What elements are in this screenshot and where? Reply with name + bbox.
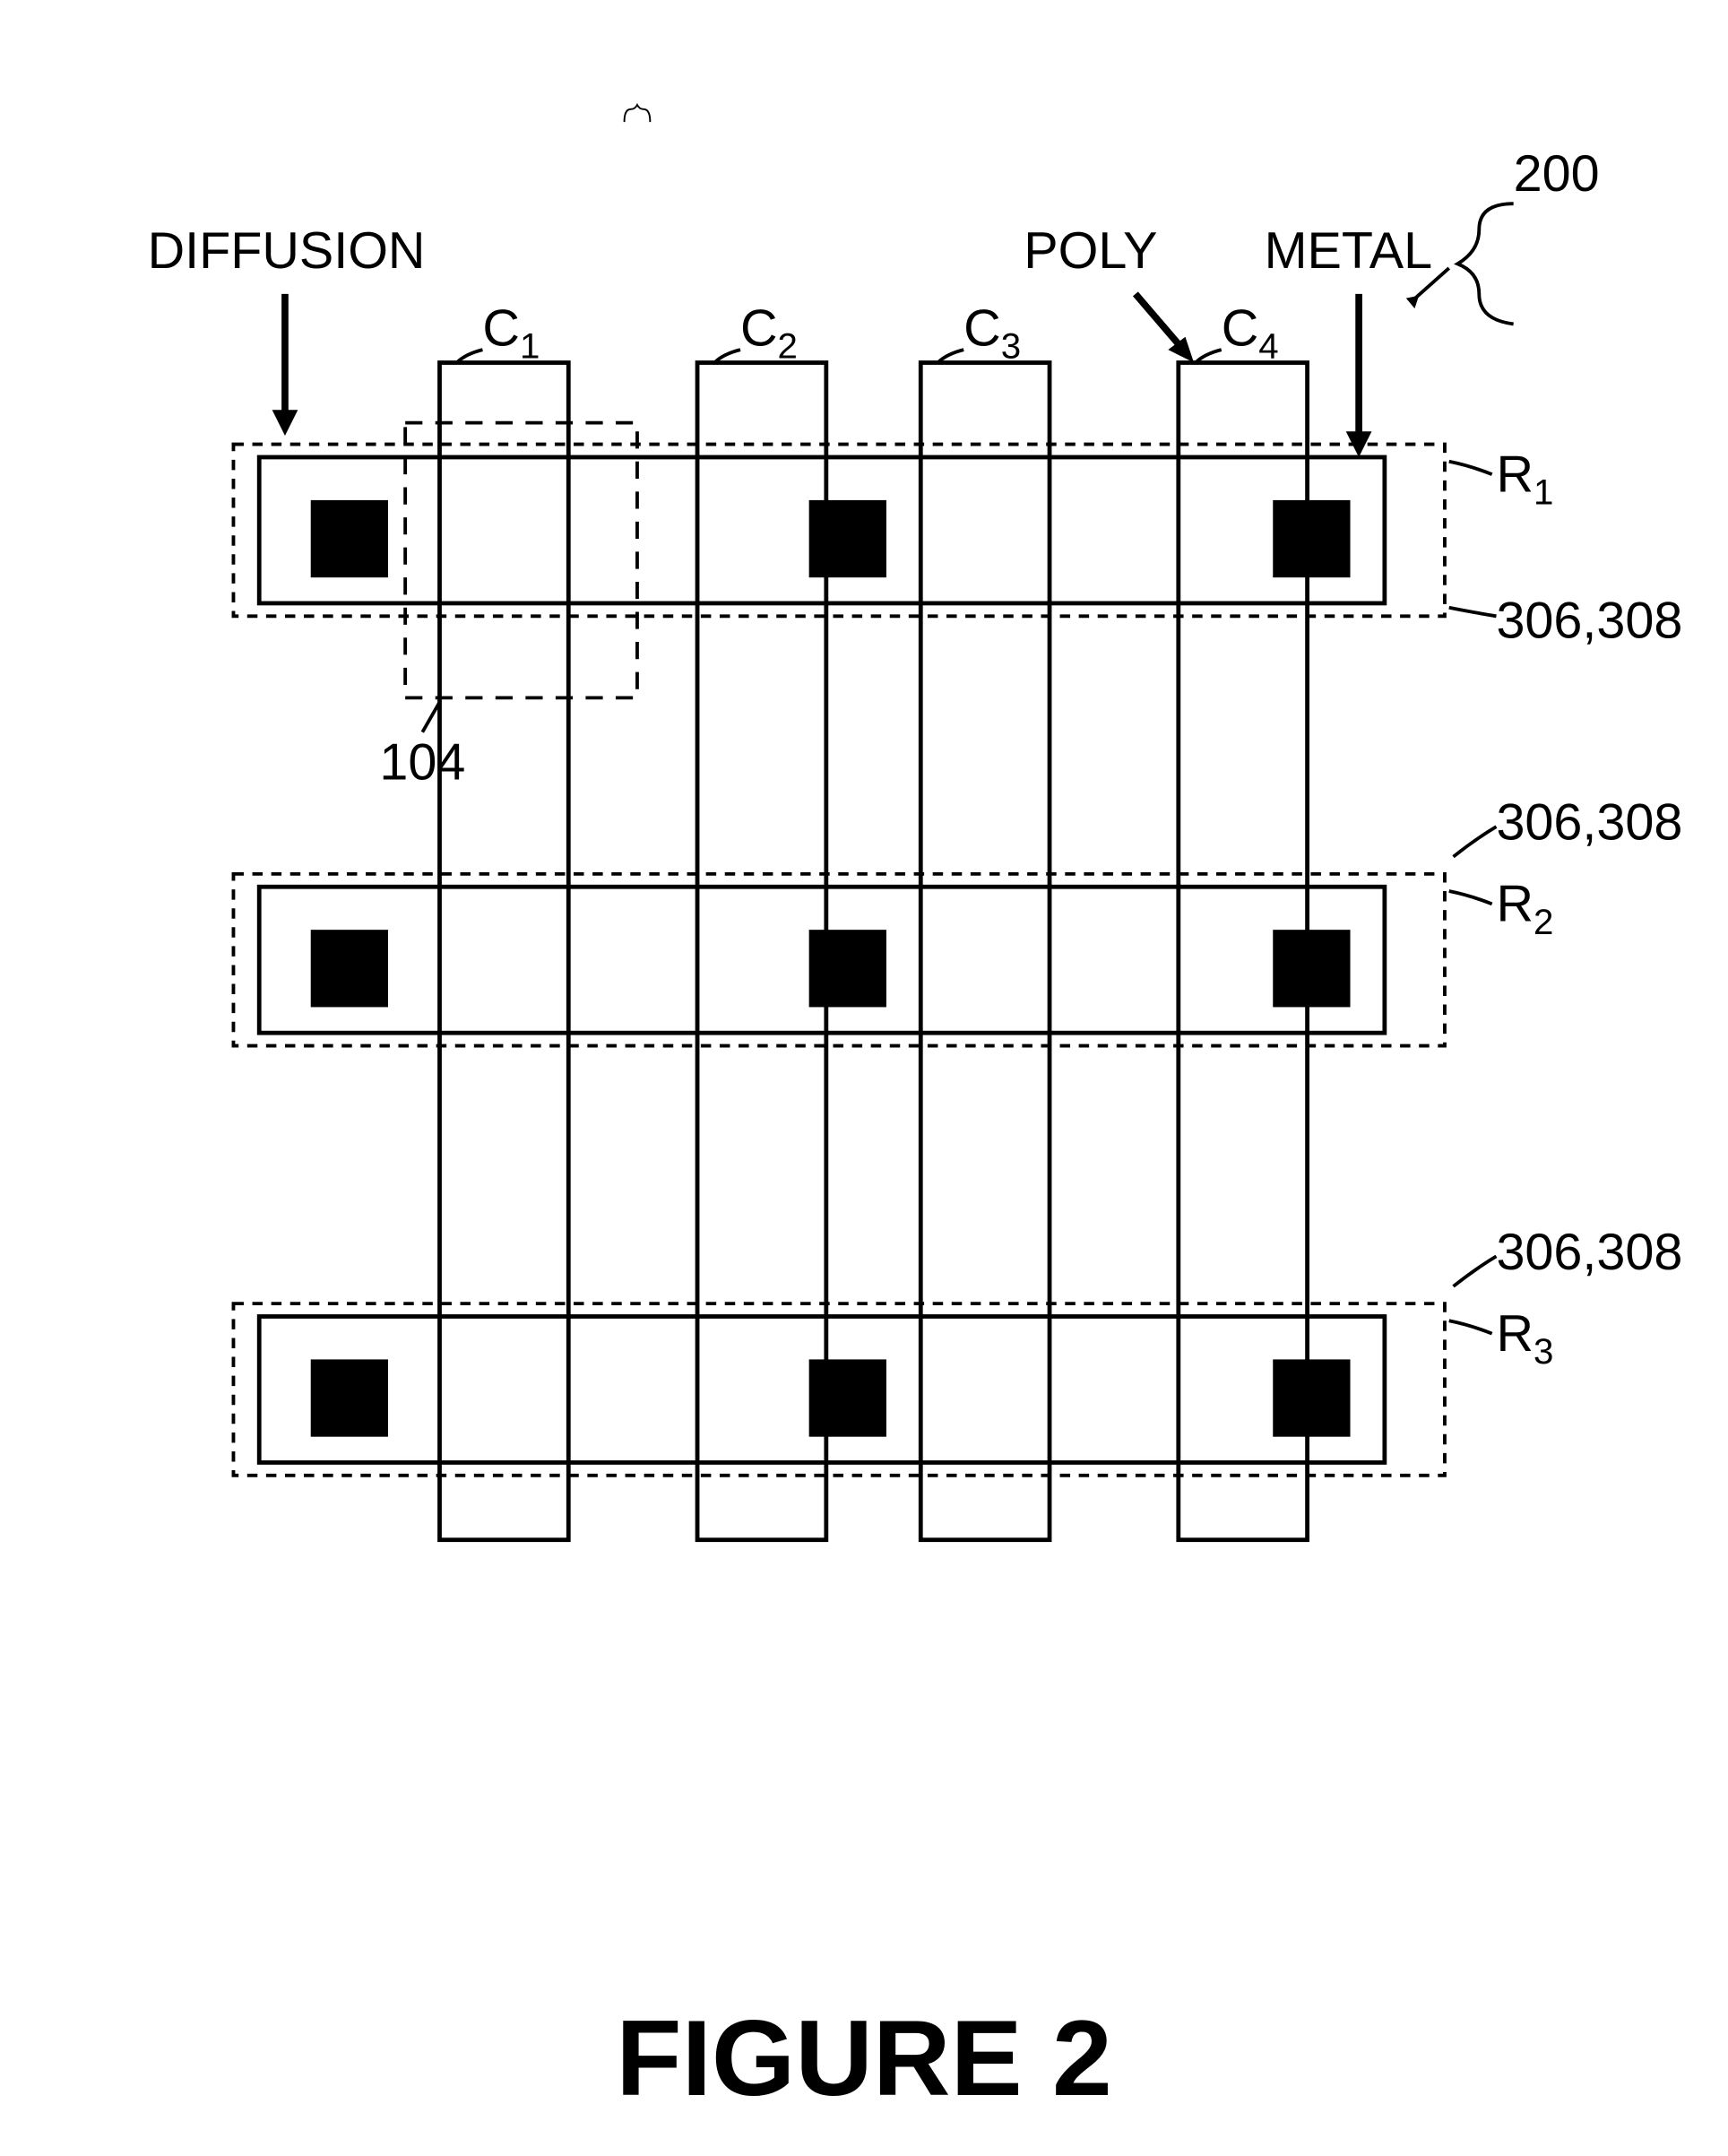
callout-2-line (1454, 827, 1497, 857)
column-3 (920, 363, 1050, 1540)
callout-1-line (1449, 608, 1497, 617)
figure-title: FIGURE 2 (616, 1996, 1111, 2120)
contact (1273, 500, 1350, 577)
poly-label: POLY (1024, 222, 1157, 280)
contact (809, 500, 886, 577)
col-3-label: C3 (963, 299, 1021, 366)
contact (809, 930, 886, 1007)
cell-104-label: 104 (379, 733, 465, 791)
row-3-callout (1449, 1320, 1492, 1333)
row-2-label: R2 (1496, 876, 1553, 942)
diffusion-arrow-head (272, 410, 298, 436)
callout-3-line (1454, 1256, 1497, 1286)
ref-arrow-head (1406, 296, 1419, 308)
col-4-label: C4 (1222, 299, 1279, 366)
curly-bracket (1457, 203, 1513, 324)
diffusion-label: DIFFUSION (148, 222, 426, 280)
callout-306-308-3: 306,308 (1496, 1224, 1682, 1281)
row-1-callout (1449, 462, 1492, 474)
contact (311, 930, 388, 1007)
row-3-label: R3 (1496, 1305, 1553, 1372)
callout-306-308-1: 306,308 (1496, 592, 1682, 649)
reference-number: 200 (1514, 145, 1600, 203)
diagram-svg: 200 DIFFUSION POLY METAL (36, 36, 1692, 2120)
contact (311, 500, 388, 577)
contact (809, 1359, 886, 1436)
cell-104-callout-line (422, 702, 439, 732)
contact (1273, 1359, 1350, 1436)
contact (311, 1359, 388, 1436)
col-1-curly (625, 105, 651, 122)
column-1 (439, 363, 568, 1540)
column-2 (697, 363, 826, 1540)
row-1-label: R1 (1496, 446, 1553, 512)
row-2-callout (1449, 891, 1492, 904)
callout-306-308-2: 306,308 (1496, 794, 1682, 852)
contact (1273, 930, 1350, 1007)
metal-label: METAL (1265, 222, 1432, 280)
col-1-label: C1 (482, 299, 540, 366)
diagram-container: 200 DIFFUSION POLY METAL (36, 36, 1692, 2120)
col-2-label: C2 (740, 299, 798, 366)
